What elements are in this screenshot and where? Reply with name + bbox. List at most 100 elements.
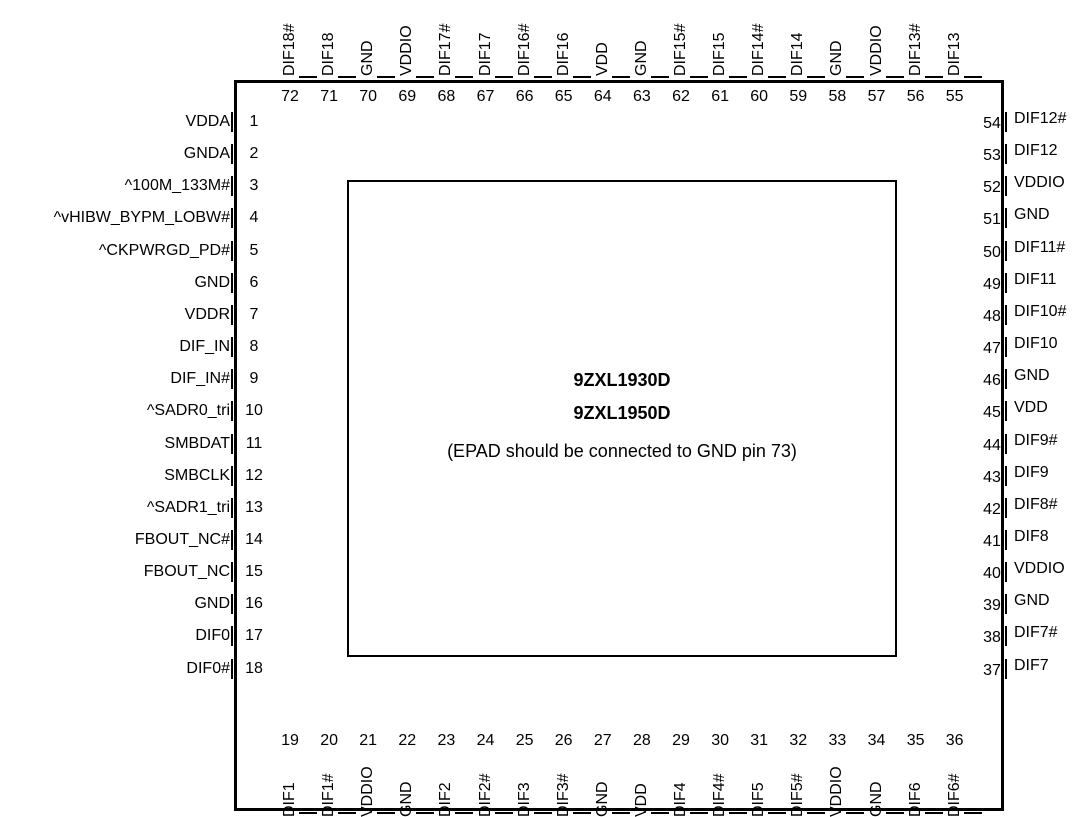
pin-45-name: VDD: [1014, 399, 1048, 417]
pin-33-tick: [846, 812, 865, 814]
pin-5-name: ^CKPWRGD_PD#: [98, 241, 230, 259]
pin-27-name: GND: [593, 781, 611, 817]
pin-63-name: GND: [632, 40, 650, 76]
pin-32-tick: [807, 812, 826, 814]
pin-50-name: DIF11#: [1014, 238, 1066, 256]
pin-1-number: 1: [249, 113, 259, 130]
pin-35-tick: [924, 812, 943, 814]
pin-2-tick: [231, 144, 233, 165]
pin-64-tick: [611, 76, 630, 78]
pin-48-name: DIF10#: [1014, 302, 1067, 320]
pin-7-number: 7: [249, 305, 259, 323]
pin-53-name: DIF12: [1014, 142, 1058, 160]
pin-65-name: DIF16: [554, 32, 572, 76]
pin-68-tick: [455, 76, 474, 78]
pin-41-tick: [1005, 529, 1007, 550]
pin-2-name: GNDA: [183, 145, 230, 163]
pin-59-tick: [807, 76, 826, 78]
pin-12-tick: [231, 465, 233, 486]
pin-8-tick: [231, 337, 233, 358]
pin-38-tick: [1005, 626, 1007, 647]
pin-70-number: 70: [359, 88, 378, 105]
pin-37-name: DIF7: [1014, 656, 1049, 674]
pin-56-tick: [924, 76, 943, 78]
pin-8-name: DIF_IN: [179, 338, 230, 356]
pin-54-tick: [1005, 112, 1007, 132]
pin-66-number: 66: [515, 88, 534, 105]
pin-23-tick: [455, 812, 474, 814]
pin-71-name: DIF18: [320, 32, 338, 76]
pin-48-number: 48: [983, 307, 1001, 325]
pin-48-tick: [1005, 304, 1007, 325]
pin-71-number: 71: [320, 88, 338, 105]
pin-10-number: 10: [245, 402, 263, 420]
pin-54-number: 54: [983, 115, 1001, 132]
pin-21-tick: [377, 812, 396, 814]
pin-72-number: 72: [281, 88, 299, 105]
pin-41-name: DIF8: [1014, 527, 1049, 545]
pin-10-name: ^SADR0_tri: [146, 402, 230, 420]
pin-45-number: 45: [983, 404, 1001, 422]
pin-19-number: 19: [281, 732, 299, 749]
pin-57-number: 57: [867, 88, 886, 105]
pin-40-tick: [1005, 562, 1007, 583]
pin-50-number: 50: [983, 243, 1001, 261]
pin-61-tick: [729, 76, 748, 78]
pin-35-number: 35: [906, 732, 925, 749]
pin-44-name: DIF9#: [1014, 431, 1058, 449]
pin-47-name: DIF10: [1014, 335, 1058, 353]
pin-55-name: DIF13: [945, 32, 963, 76]
pin-26-tick: [572, 812, 591, 814]
pin-50-tick: [1005, 240, 1007, 261]
pin-37-number: 37: [983, 661, 1001, 679]
pin-4-name: ^vHIBW_BYPM_LOBW#: [53, 209, 230, 227]
pin-69-number: 69: [398, 88, 417, 105]
pin-3-tick: [231, 176, 233, 197]
pin-23-number: 23: [437, 732, 456, 749]
pin-33-name: VDDIO: [828, 766, 846, 817]
pin-56-name: DIF13#: [906, 23, 924, 76]
part-number-1: 9ZXL1930D: [573, 370, 671, 390]
pin-35-name: DIF6: [906, 782, 924, 817]
pin-47-tick: [1005, 337, 1007, 358]
pin-11-number: 11: [245, 434, 263, 452]
pin-38-name: DIF7#: [1014, 624, 1058, 642]
pin-69-tick: [416, 76, 435, 78]
pin-13-name: ^SADR1_tri: [146, 498, 230, 516]
pin-41-number: 41: [983, 532, 1001, 550]
pin-31-name: DIF5: [750, 782, 768, 817]
pin-42-tick: [1005, 497, 1007, 518]
pin-49-number: 49: [983, 275, 1001, 293]
pin-68-number: 68: [437, 88, 456, 105]
pin-52-number: 52: [983, 179, 1001, 197]
pin-27-tick: [611, 812, 630, 814]
pin-5-number: 5: [249, 241, 259, 259]
pin-14-name: FBOUT_NC#: [134, 530, 230, 548]
pin-28-tick: [650, 812, 669, 814]
pin-32-name: DIF5#: [789, 773, 807, 817]
pin-72-name: DIF18#: [281, 23, 298, 76]
pin-24-tick: [494, 812, 513, 814]
pin-53-tick: [1005, 144, 1007, 165]
pin-30-name: DIF4#: [711, 773, 729, 817]
pin-9-number: 9: [249, 370, 259, 388]
pin-46-tick: [1005, 369, 1007, 390]
pin-22-number: 22: [398, 732, 417, 749]
pin-56-number: 56: [906, 88, 925, 105]
pin-72-tick: [299, 76, 317, 78]
pin-59-number: 59: [789, 88, 808, 105]
pin-63-number: 63: [632, 88, 651, 105]
pin-21-number: 21: [359, 732, 378, 749]
pin-15-number: 15: [245, 563, 263, 581]
pin-27-number: 27: [593, 732, 612, 749]
pin-46-number: 46: [983, 372, 1001, 390]
part-number-2: 9ZXL1950D: [573, 403, 671, 423]
pin-51-number: 51: [983, 211, 1001, 229]
pin-20-tick: [338, 812, 357, 814]
pin-52-tick: [1005, 176, 1007, 197]
pin-25-tick: [533, 812, 552, 814]
pin-18-number: 18: [245, 659, 263, 677]
pin-42-name: DIF8#: [1014, 495, 1058, 513]
pin-13-tick: [231, 497, 233, 518]
pin-69-name: VDDIO: [398, 25, 416, 76]
